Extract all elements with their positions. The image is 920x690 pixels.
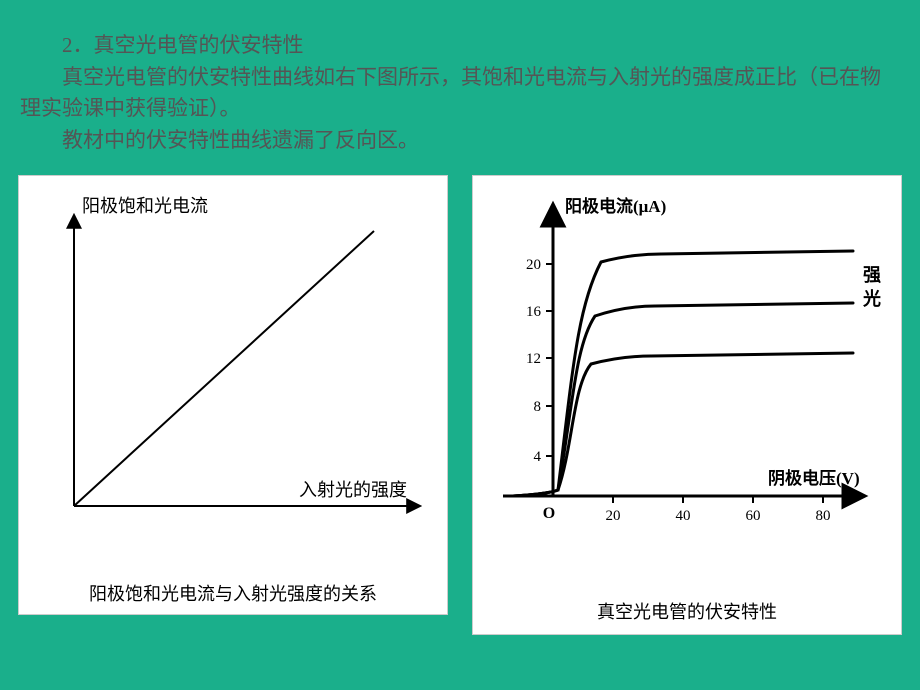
text-line-2: 真空光电管的伏安特性曲线如右下图所示，其饱和光电流与入射光的强度成正比（已在物理… bbox=[20, 62, 900, 125]
right-chart-svg: 阳极电流(μA) 阴极电压(V) O 20 40 60 80 4 8 12 16 20 强光 bbox=[483, 186, 893, 556]
svg-text:40: 40 bbox=[676, 508, 691, 524]
svg-text:光: 光 bbox=[862, 288, 881, 309]
svg-text:20: 20 bbox=[606, 508, 621, 524]
left-caption: 阳极饱和光电流与入射光强度的关系 bbox=[29, 574, 437, 606]
right-chart-wrap: 阳极电流(μA) 阴极电压(V) O 20 40 60 80 4 8 12 16 20 强光 bbox=[483, 186, 891, 592]
svg-text:8: 8 bbox=[534, 399, 542, 415]
svg-text:O: O bbox=[543, 505, 555, 522]
right-panel: 阳极电流(μA) 阴极电压(V) O 20 40 60 80 4 8 12 16 20 强光 真空光电管… bbox=[472, 175, 902, 635]
left-chart-wrap: 阳极饱和光电流入射光的强度 bbox=[29, 186, 437, 574]
slide: 2．真空光电管的伏安特性 真空光电管的伏安特性曲线如右下图所示，其饱和光电流与入… bbox=[0, 0, 920, 690]
svg-text:60: 60 bbox=[746, 508, 761, 524]
svg-text:阳极电流(μA): 阳极电流(μA) bbox=[565, 196, 666, 216]
left-panel: 阳极饱和光电流入射光的强度 阳极饱和光电流与入射光强度的关系 bbox=[18, 175, 448, 615]
svg-text:16: 16 bbox=[526, 304, 542, 320]
svg-text:强: 强 bbox=[863, 265, 881, 285]
svg-text:80: 80 bbox=[816, 508, 831, 524]
right-caption: 真空光电管的伏安特性 bbox=[483, 592, 891, 624]
svg-text:阴极电压(V): 阴极电压(V) bbox=[768, 468, 860, 488]
text-line-1: 2．真空光电管的伏安特性 bbox=[20, 30, 900, 62]
svg-text:4: 4 bbox=[534, 449, 542, 465]
svg-text:20: 20 bbox=[526, 257, 541, 273]
svg-text:入射光的强度: 入射光的强度 bbox=[299, 480, 407, 500]
svg-text:12: 12 bbox=[526, 351, 541, 367]
text-line-3: 教材中的伏安特性曲线遗漏了反向区。 bbox=[20, 125, 900, 157]
left-chart-svg: 阳极饱和光电流入射光的强度 bbox=[29, 186, 439, 556]
slide-text: 2．真空光电管的伏安特性 真空光电管的伏安特性曲线如右下图所示，其饱和光电流与入… bbox=[20, 30, 900, 156]
svg-text:阳极饱和光电流: 阳极饱和光电流 bbox=[82, 196, 208, 216]
figures-row: 阳极饱和光电流入射光的强度 阳极饱和光电流与入射光强度的关系 阳极电流(μA) 阴… bbox=[18, 175, 902, 655]
